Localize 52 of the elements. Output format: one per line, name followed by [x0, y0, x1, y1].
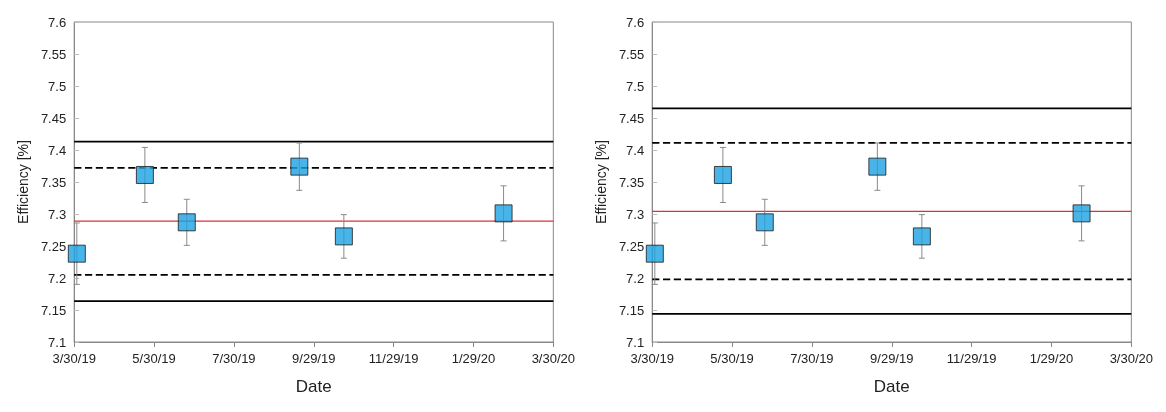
point: [868, 157, 887, 176]
y-tick-label: 7.5: [48, 78, 67, 94]
point: [334, 227, 353, 246]
x-tick-label: 7/30/19: [212, 351, 256, 366]
point: [755, 213, 774, 232]
y-tick-label: 7.1: [48, 334, 67, 350]
x-tick-label: 9/29/19: [292, 351, 336, 366]
x-tick-label: 3/30/19: [630, 351, 674, 366]
y-tick-label: 7.4: [626, 142, 645, 158]
y-tick-label: 7.25: [40, 238, 67, 254]
y-axis-title: Efficiency [%]: [15, 140, 31, 224]
y-tick-label: 7.15: [40, 302, 67, 318]
y-tick-label: 7.55: [618, 46, 645, 62]
point: [1072, 204, 1091, 223]
x-tick-label: 11/29/19: [946, 351, 997, 366]
y-tick-label: 7.25: [618, 238, 645, 254]
x-axis-title: Date: [295, 377, 332, 396]
y-tick-label: 7.35: [40, 174, 67, 190]
y-tick-label: 7.3: [48, 206, 67, 222]
point: [135, 165, 154, 184]
y-tick-label: 7.45: [618, 110, 645, 126]
y-tick-label: 7.6: [626, 14, 645, 30]
x-tick-label: 3/30/20: [531, 351, 575, 366]
x-tick-label: 3/30/20: [1109, 351, 1153, 366]
y-tick-label: 7.5: [626, 78, 645, 94]
x-tick-label: 5/30/19: [710, 351, 754, 366]
x-axis-title: Date: [873, 377, 910, 396]
y-tick-label: 7.1: [626, 334, 645, 350]
x-tick-label: 7/30/19: [790, 351, 834, 366]
y-tick-label: 7.4: [48, 142, 67, 158]
point: [494, 204, 513, 223]
y-tick-label: 7.35: [618, 174, 645, 190]
point: [645, 244, 664, 263]
point: [912, 227, 931, 246]
x-tick-label: 3/30/19: [52, 351, 96, 366]
x-tick-label: 1/29/20: [451, 351, 496, 366]
x-tick-label: 1/29/20: [1029, 351, 1074, 366]
x-tick-label: 5/30/19: [132, 351, 176, 366]
y-tick-label: 7.3: [626, 206, 645, 222]
point: [290, 157, 309, 176]
y-tick-label: 7.2: [626, 270, 645, 286]
y-tick-label: 7.45: [40, 110, 67, 126]
y-tick-label: 7.55: [40, 46, 67, 62]
x-tick-label: 9/29/19: [870, 351, 914, 366]
point: [67, 244, 86, 263]
y-axis-title: Efficiency [%]: [593, 140, 609, 224]
x-tick-label: 11/29/19: [368, 351, 419, 366]
y-tick-label: 7.2: [48, 270, 67, 286]
y-tick-label: 7.15: [618, 302, 645, 318]
y-tick-label: 7.6: [48, 14, 67, 30]
point: [713, 165, 732, 184]
point: [177, 213, 196, 232]
